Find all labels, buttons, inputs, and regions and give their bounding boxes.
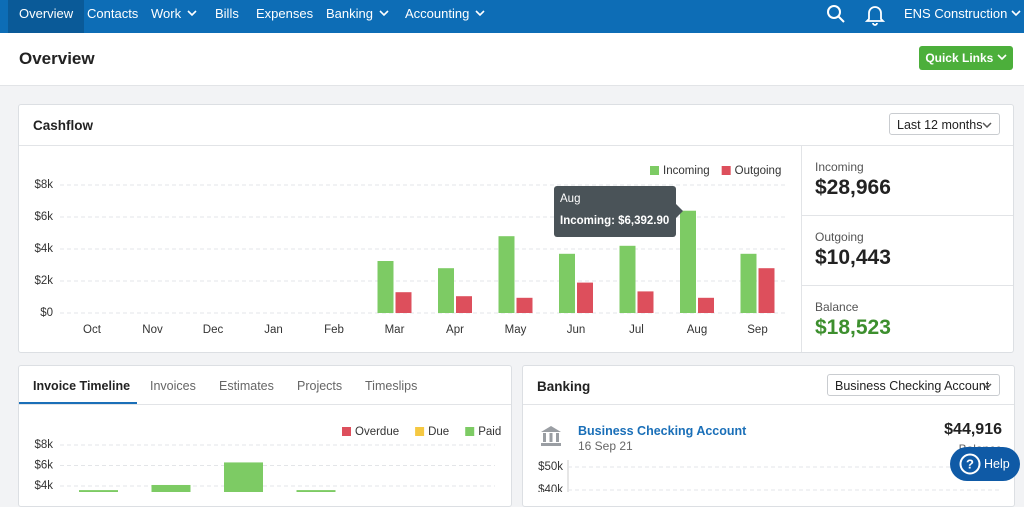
quick-links-button[interactable]: Quick Links	[919, 46, 1013, 70]
tab[interactable]: Invoice Timeline	[33, 379, 131, 393]
help-label: Help	[984, 457, 1010, 471]
nav-label: Expenses	[256, 6, 314, 21]
bell-icon[interactable]	[865, 4, 885, 26]
tooltip: Aug Incoming: $6,392.90	[554, 186, 683, 237]
account-balance: $44,916	[944, 421, 1002, 438]
invoice-card: Invoice Timeline Invoices Estimates Project…	[18, 365, 512, 507]
bank-icon	[541, 426, 561, 446]
summary-label: Balance	[815, 300, 859, 314]
select-label: Business Checking Account	[835, 379, 990, 393]
chevron	[1011, 10, 1021, 17]
divider	[19, 145, 1013, 146]
nav-label: Banking	[326, 6, 373, 21]
period-select[interactable]: Last 12 months	[889, 113, 1000, 135]
account-date: 16 Sep 21	[578, 439, 633, 453]
cashflow-card: Cashflow Last 12 months Incoming $28,966 O…	[18, 104, 1014, 353]
chevron	[997, 54, 1007, 61]
select-label: Last 12 months	[897, 118, 983, 132]
chevron	[379, 10, 389, 17]
page-title: Overview	[19, 49, 95, 68]
nav-item[interactable]: Overview	[8, 0, 85, 33]
account-menu[interactable]: ENS Construction	[904, 0, 1021, 33]
banking-card: Banking Business Checking Account Busine…	[522, 365, 1015, 507]
divider	[801, 285, 1013, 286]
nav-item[interactable]: Bills	[204, 0, 250, 33]
divider	[19, 404, 511, 405]
button-label: Quick Links	[925, 51, 994, 65]
chevron	[187, 10, 197, 17]
nav-label: Overview	[19, 6, 74, 21]
card-title: Banking	[537, 379, 591, 394]
search-icon[interactable]	[826, 4, 846, 24]
chevron	[982, 383, 992, 390]
chevron	[475, 10, 485, 17]
nav-item[interactable]: Accounting	[394, 0, 496, 33]
summary-label: Outgoing	[815, 230, 864, 244]
nav-item[interactable]: Contacts	[76, 0, 149, 33]
account-link[interactable]: Business Checking Account	[578, 424, 747, 438]
nav-label: Contacts	[87, 6, 139, 21]
help-icon: ?	[959, 453, 981, 475]
chevron	[982, 122, 992, 129]
svg-text:?: ?	[966, 456, 974, 471]
nav-label: Bills	[215, 6, 239, 21]
tab-underline	[19, 402, 137, 404]
tooltip-arrow	[676, 204, 683, 218]
tab[interactable]: Estimates	[219, 379, 274, 393]
tab[interactable]: Timeslips	[365, 379, 418, 393]
summary-value: $28,966	[815, 176, 891, 199]
tooltip-text: Incoming: $6,392.90	[560, 215, 670, 227]
summary-value: $18,523	[815, 316, 891, 339]
top-nav: ENS Construction Overview Contacts Work Bil…	[0, 0, 1024, 33]
nav-label: Work	[151, 6, 182, 21]
card-title: Cashflow	[33, 118, 94, 133]
page-header: Overview Quick Links	[0, 33, 1024, 86]
divider	[523, 404, 1014, 405]
nav-item[interactable]: Banking	[315, 0, 400, 33]
account-select[interactable]: Business Checking Account	[827, 374, 1000, 396]
nav-item[interactable]: Work	[140, 0, 208, 33]
nav-item[interactable]: Expenses	[245, 0, 324, 33]
tooltip-title: Aug	[560, 193, 581, 205]
tab[interactable]: Invoices	[150, 379, 196, 393]
tab[interactable]: Projects	[297, 379, 343, 393]
nav-label: Accounting	[405, 6, 470, 21]
help-button[interactable]: ? Help	[950, 447, 1020, 481]
summary-label: Incoming	[815, 160, 864, 174]
divider	[801, 215, 1013, 216]
divider	[801, 145, 802, 352]
summary-value: $10,443	[815, 246, 891, 269]
account-name: ENS Construction	[904, 6, 1008, 21]
